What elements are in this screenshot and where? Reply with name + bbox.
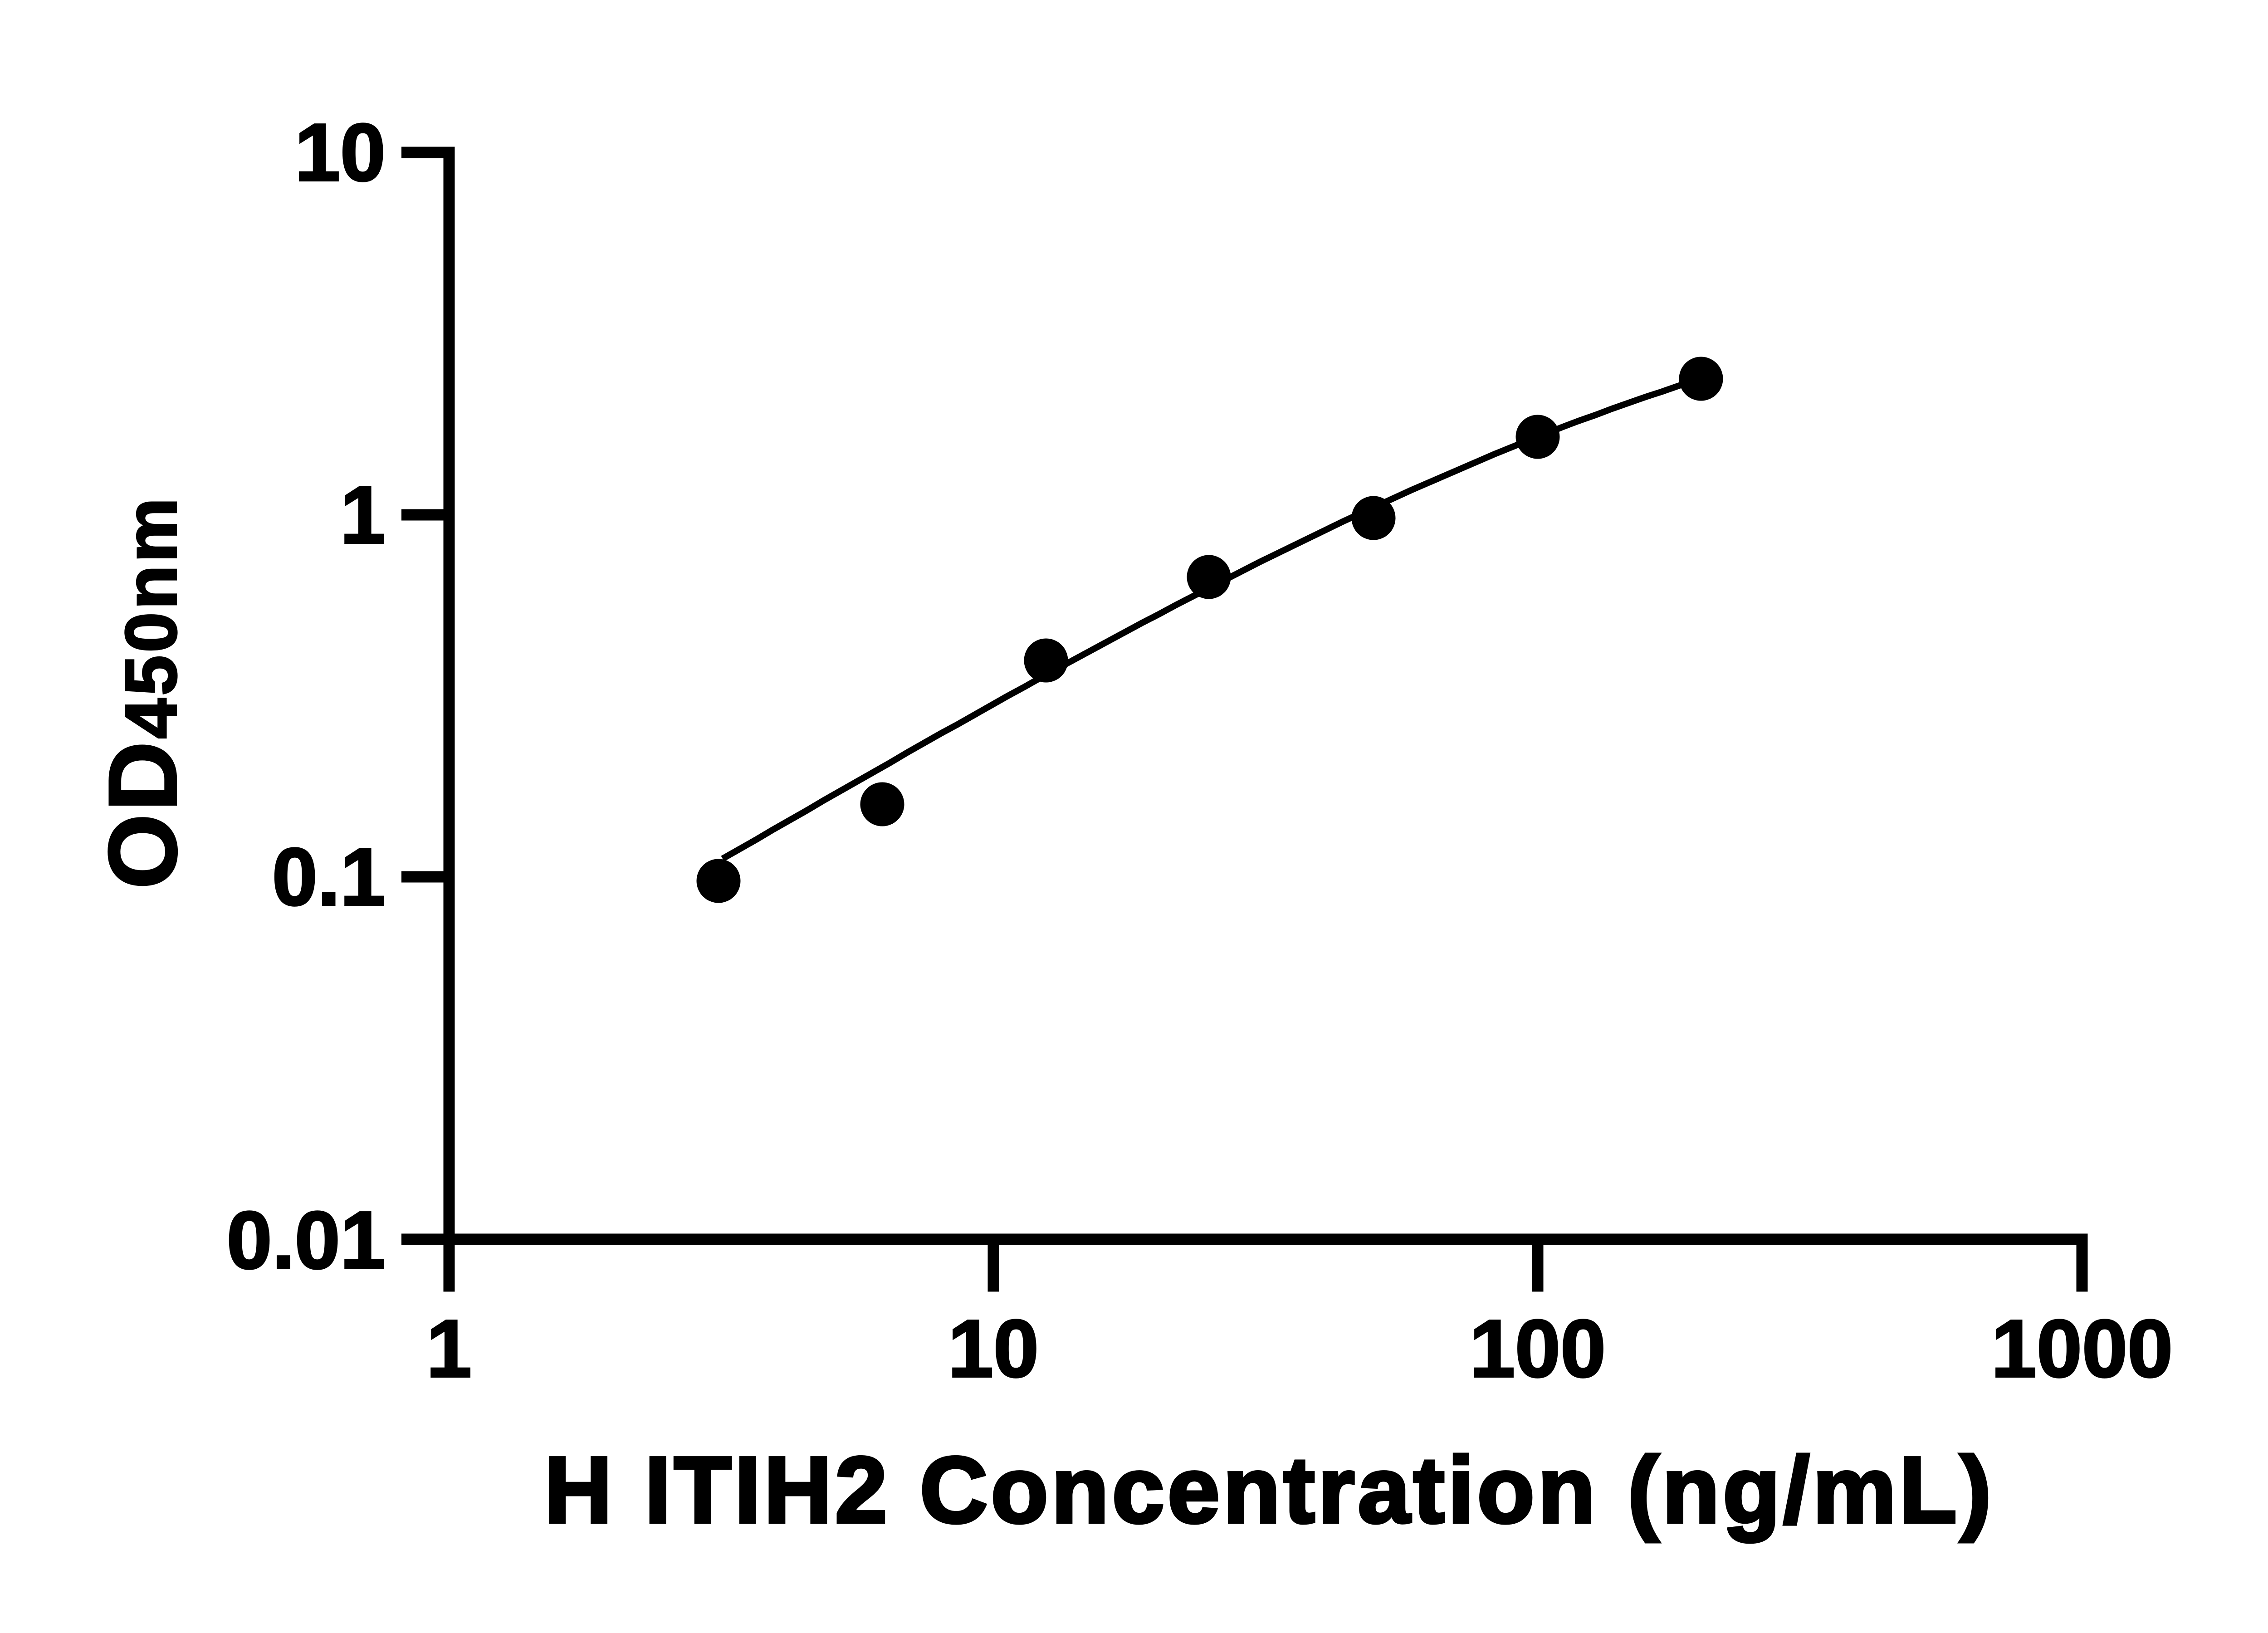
svg-text:1: 1 [340, 469, 386, 561]
svg-text:10: 10 [295, 107, 386, 198]
svg-text:1: 1 [426, 1303, 472, 1394]
svg-text:H ITIH2 Concentration (ng/mL): H ITIH2 Concentration (ng/mL) [544, 1437, 1991, 1542]
svg-text:OD450nm: OD450nm [89, 495, 197, 889]
svg-text:10: 10 [948, 1303, 1039, 1394]
svg-text:0.01: 0.01 [227, 1195, 386, 1286]
svg-text:1000: 1000 [1991, 1303, 2173, 1394]
svg-text:0.1: 0.1 [272, 831, 386, 923]
svg-text:100: 100 [1470, 1303, 1606, 1394]
